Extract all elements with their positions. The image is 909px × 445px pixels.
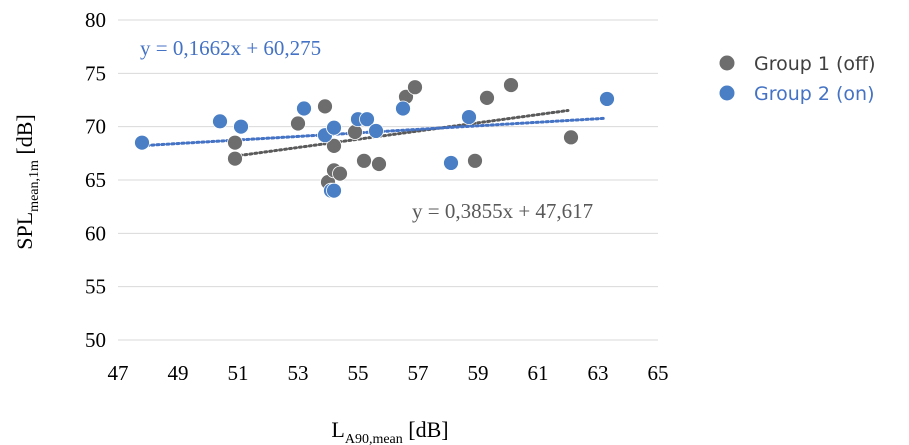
y-axis-label: SPLmean,1m [dB] <box>12 114 42 249</box>
data-point <box>233 118 249 135</box>
data-point <box>332 165 348 182</box>
trendline-equation-series-1: y = 0,3855x + 47,617 <box>412 199 593 223</box>
data-point <box>227 150 243 167</box>
data-point <box>479 89 495 106</box>
x-tick-57: 57 <box>408 361 429 385</box>
data-point <box>503 77 519 93</box>
y-tick-55: 55 <box>85 275 106 299</box>
legend: Group 1 (off) Group 2 (on) <box>719 53 876 105</box>
data-point <box>395 100 411 117</box>
data-point <box>467 152 483 169</box>
data-point <box>212 113 228 130</box>
y-tick-60: 60 <box>85 221 106 245</box>
x-axis-label-sub: A90,mean <box>345 432 403 445</box>
trendline-series-1 <box>233 108 570 158</box>
data-point <box>443 155 459 171</box>
data-point <box>326 182 342 199</box>
y-axis-label-main: SPL <box>12 212 37 250</box>
data-point <box>563 129 579 146</box>
data-point <box>227 134 243 151</box>
data-point <box>359 111 375 128</box>
data-point <box>296 100 312 117</box>
data-point <box>368 123 384 139</box>
y-tick-65: 65 <box>85 168 106 192</box>
y-tick-75: 75 <box>85 61 106 85</box>
data-points <box>134 77 615 199</box>
series-1-points <box>227 77 579 191</box>
gridlines <box>118 19 658 341</box>
trendline-equations: y = 0,3855x + 47,617 y = 0,1662x + 60,275 <box>140 36 593 223</box>
data-point <box>599 91 615 107</box>
y-tick-50: 50 <box>85 328 106 352</box>
data-point <box>317 98 333 115</box>
x-tick-labels: 47 49 51 53 55 57 59 61 63 65 <box>108 361 669 385</box>
x-axis-label-main: L <box>331 417 344 442</box>
legend-label-series-2: Group 2 (on) <box>754 83 875 105</box>
x-tick-59: 59 <box>468 361 489 385</box>
y-tick-labels: 50 55 60 65 70 75 80 <box>85 8 106 352</box>
data-point <box>290 115 306 132</box>
series-2-points <box>134 91 615 199</box>
data-point <box>371 156 387 172</box>
data-point <box>356 152 372 169</box>
x-tick-61: 61 <box>528 361 549 385</box>
data-point <box>461 109 477 125</box>
x-axis-label: LA90,mean [dB] <box>331 417 448 445</box>
data-point <box>134 134 150 151</box>
x-tick-63: 63 <box>588 361 609 385</box>
x-tick-53: 53 <box>288 361 309 385</box>
legend-marker-series-1 <box>719 55 735 71</box>
y-tick-70: 70 <box>85 115 106 139</box>
x-tick-51: 51 <box>228 361 249 385</box>
x-tick-47: 47 <box>108 361 129 385</box>
legend-marker-series-2 <box>719 85 735 101</box>
x-tick-55: 55 <box>348 361 369 385</box>
x-tick-65: 65 <box>648 361 669 385</box>
y-axis-label-unit: [dB] <box>12 114 37 160</box>
trendline-equation-series-2: y = 0,1662x + 60,275 <box>140 36 321 60</box>
y-tick-80: 80 <box>85 8 106 32</box>
x-tick-49: 49 <box>168 361 189 385</box>
data-point <box>326 137 342 154</box>
y-axis-label-sub: mean,1m <box>27 160 42 212</box>
data-point <box>407 79 423 96</box>
data-point <box>326 119 342 136</box>
x-axis-label-unit: [dB] <box>403 417 449 442</box>
legend-label-series-1: Group 1 (off) <box>754 53 876 75</box>
